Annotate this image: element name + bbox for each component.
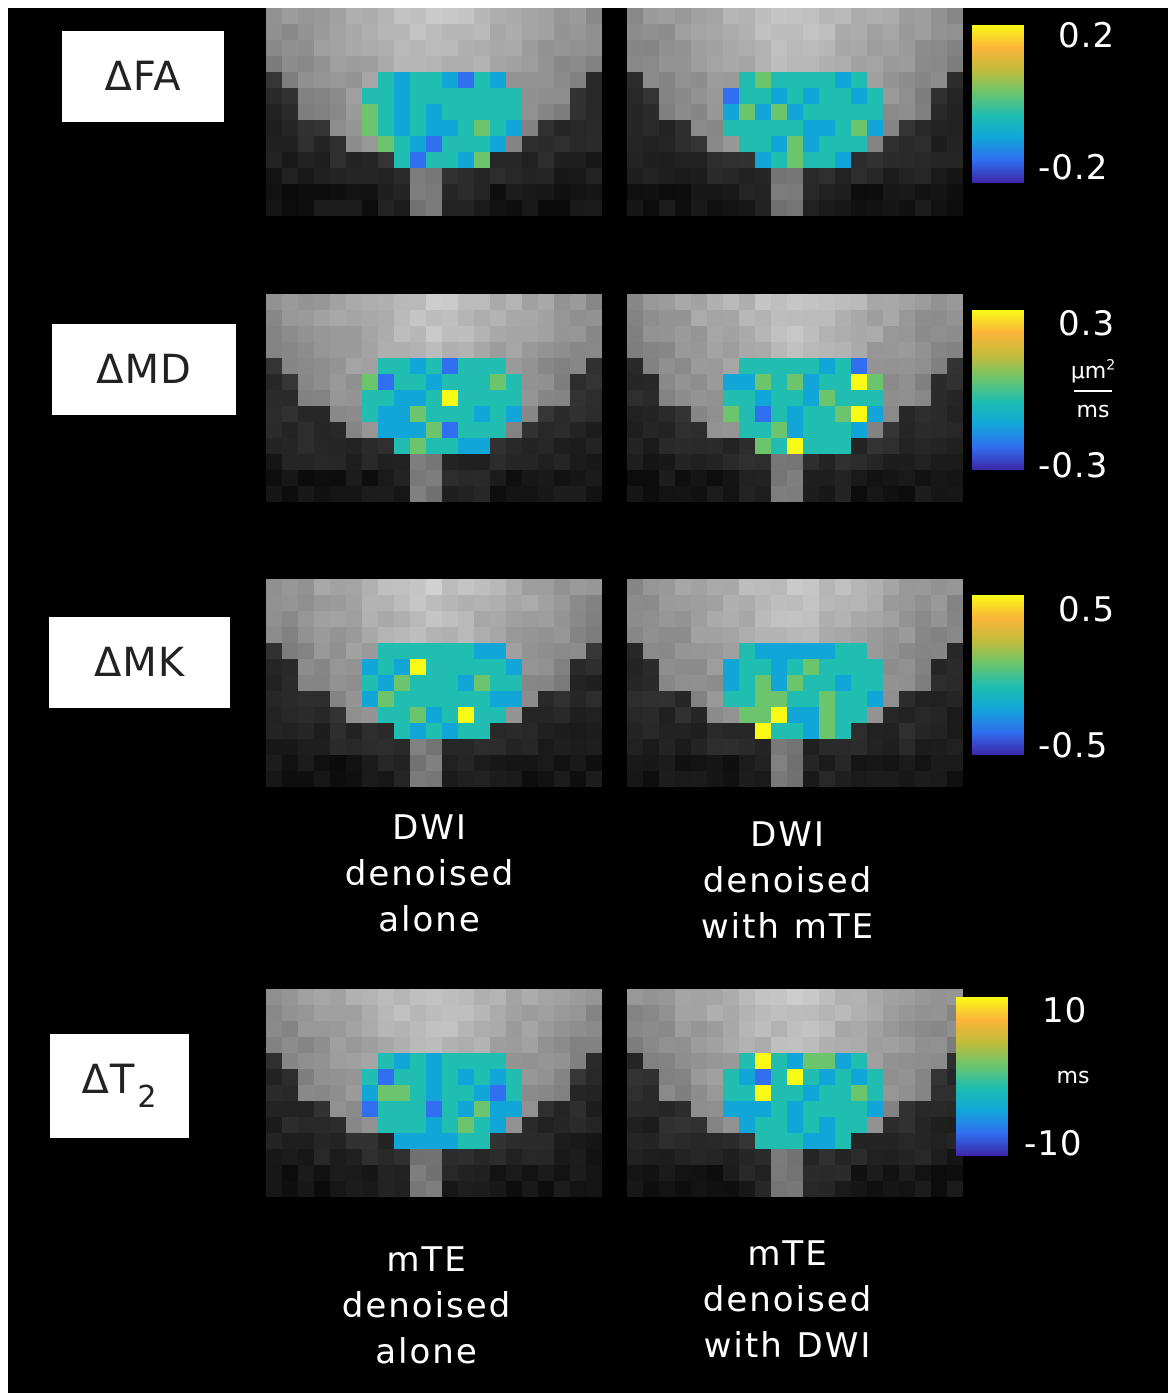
colorbar-mk-min: -0.5 [1038, 726, 1109, 766]
caption-mte-alone: mTE denoised alone [341, 1240, 513, 1372]
md-unit-fraction-bar [1074, 390, 1112, 393]
caption-dwi-with-mte: DWI denoised with mTE [700, 815, 876, 947]
colorbar-fa-min: -0.2 [1038, 148, 1109, 188]
colorbar-t2-unit: ms [1056, 1064, 1090, 1089]
row-label-mk: ΔMK [49, 617, 230, 708]
panel-mk-joint [627, 579, 963, 787]
slice-image [627, 579, 963, 787]
colorbar-mk [972, 595, 1024, 755]
panel-t2-alone [266, 989, 602, 1197]
row-label-fa: ΔFA [62, 31, 224, 122]
colorbar-fa [972, 25, 1024, 183]
label-md-text: ΔMD [96, 346, 192, 393]
colorbar-fa-max: 0.2 [1058, 16, 1116, 56]
colorbar-md-max: 0.3 [1058, 304, 1116, 344]
panel-mk-alone [266, 579, 602, 787]
slice-image [627, 989, 963, 1197]
panel-fa-joint [627, 8, 963, 216]
label-fa-text: ΔFA [104, 53, 182, 100]
slice-image [627, 8, 963, 216]
label-t2-subscript: 2 [137, 1080, 158, 1115]
colorbar-t2-max: 10 [1042, 991, 1088, 1031]
colorbar-md [972, 310, 1024, 470]
row-label-md: ΔMD [52, 324, 236, 415]
md-unit-denominator: ms [1076, 398, 1110, 424]
slice-image [266, 989, 602, 1197]
figure: ΔFA ΔMD ΔMK ΔT2 0.2 -0.2 0.3 μm2 ms -0.3… [8, 8, 1168, 1393]
caption-mte-with-dwi: mTE denoised with DWI [702, 1234, 874, 1366]
slice-image [266, 579, 602, 787]
md-unit-numerator: μm2 [1070, 358, 1116, 385]
row-label-t2: ΔT2 [50, 1034, 189, 1138]
panel-md-alone [266, 294, 602, 502]
slice-image [266, 294, 602, 502]
colorbar-md-min: -0.3 [1038, 446, 1109, 486]
label-mk-text: ΔMK [93, 639, 186, 686]
panel-md-joint [627, 294, 963, 502]
colorbar-md-unit: μm2 ms [1058, 358, 1128, 423]
panel-t2-joint [627, 989, 963, 1197]
label-t2-text: ΔT2 [81, 1057, 158, 1115]
colorbar-t2-min: -10 [1024, 1124, 1083, 1164]
slice-image [266, 8, 602, 216]
colorbar-mk-max: 0.5 [1058, 590, 1116, 630]
colorbar-t2 [956, 997, 1008, 1156]
panel-fa-alone [266, 8, 602, 216]
slice-image [627, 294, 963, 502]
caption-dwi-alone: DWI denoised alone [344, 808, 516, 940]
